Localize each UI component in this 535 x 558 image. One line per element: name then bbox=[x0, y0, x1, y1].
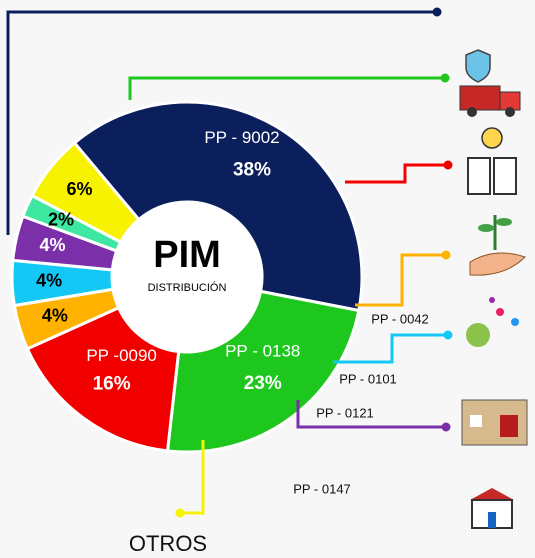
connector-dot bbox=[444, 331, 453, 340]
connector-dot bbox=[176, 509, 185, 518]
value-label: 6% bbox=[67, 179, 93, 199]
segment-name: PP -0090 bbox=[86, 346, 157, 365]
segment-name: PP - 0138 bbox=[225, 342, 300, 361]
donut-hole bbox=[112, 202, 262, 352]
segment-name: PP - 0121 bbox=[316, 405, 374, 420]
value-label: 4% bbox=[39, 235, 65, 255]
town-icon bbox=[462, 400, 527, 445]
connector-dot bbox=[444, 161, 453, 170]
value-label: 2% bbox=[48, 210, 74, 230]
value-label: 4% bbox=[42, 306, 68, 326]
segment-name: PP - 0101 bbox=[339, 371, 397, 386]
value-label: 4% bbox=[36, 270, 62, 290]
value-label: 38% bbox=[233, 160, 271, 181]
connector-dot bbox=[442, 251, 451, 260]
value-label: 16% bbox=[93, 373, 131, 394]
segment-name: PP - 0147 bbox=[293, 481, 351, 496]
center-title: PIM bbox=[153, 234, 221, 276]
connector-dot bbox=[442, 423, 451, 432]
segment-name: OTROS bbox=[129, 531, 207, 556]
connector-dot bbox=[441, 74, 450, 83]
value-label: 23% bbox=[244, 373, 282, 394]
chart: PIM DISTRIBUCIÓN PP - 9002 38% PP - 0138 23… bbox=[0, 0, 535, 558]
segment-name: PP - 9002 bbox=[204, 128, 279, 147]
connector-dot bbox=[433, 8, 442, 17]
segment-name: PP - 0042 bbox=[371, 311, 429, 326]
center-subtitle: DISTRIBUCIÓN bbox=[148, 281, 227, 294]
